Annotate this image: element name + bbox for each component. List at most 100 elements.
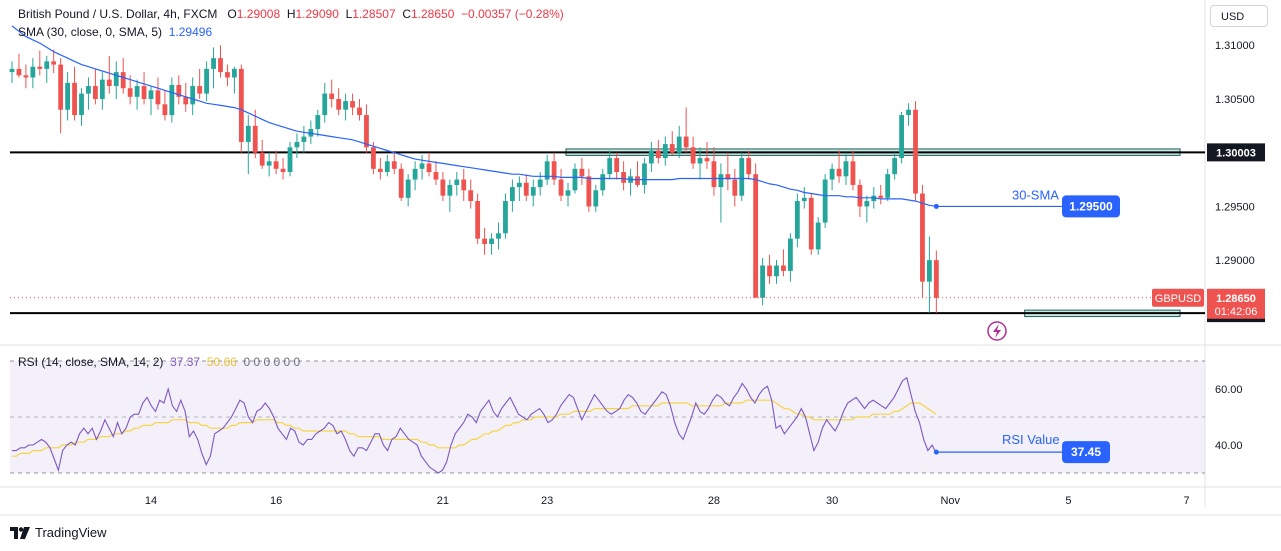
candle-down xyxy=(218,58,223,73)
candle-up xyxy=(503,201,508,234)
candle-down xyxy=(93,86,98,99)
candle-up xyxy=(384,161,390,173)
time-tick-label: 5 xyxy=(1065,495,1071,507)
candle-up xyxy=(79,93,84,116)
last-price-label: 1.28650 xyxy=(1216,293,1256,305)
candle-down xyxy=(273,161,279,169)
brand[interactable]: TradingView xyxy=(10,525,107,540)
candle-down xyxy=(127,88,133,97)
candle-up xyxy=(530,187,536,196)
candle-up xyxy=(697,158,703,164)
candle-down xyxy=(808,197,814,250)
time-tick-label: 16 xyxy=(270,495,282,507)
candle-up xyxy=(148,90,154,99)
candle-down xyxy=(920,193,925,282)
countdown-label: 01:42:06 xyxy=(1215,306,1258,318)
candle-up xyxy=(662,144,668,159)
candle-up xyxy=(232,68,237,78)
candle-down xyxy=(475,201,481,239)
symbol-tag xyxy=(1152,288,1204,307)
sma-legend[interactable]: SMA (30, close, 0, SMA, 5) 1.29496 xyxy=(18,25,212,39)
candle-up xyxy=(718,174,724,188)
candle-down xyxy=(746,158,752,175)
candle-up xyxy=(454,179,460,185)
rsi-tick-label: 40.00 xyxy=(1215,440,1243,452)
tradingview-logo-icon xyxy=(10,526,30,539)
last-price-tag xyxy=(1207,288,1265,319)
time-tick-label: 14 xyxy=(145,495,157,507)
price-tick-label: 1.29000 xyxy=(1215,255,1255,267)
candle-down xyxy=(551,161,557,180)
candle-down xyxy=(913,109,918,194)
rsi-extra-values: 0 0 0 0 0 0 xyxy=(243,355,301,369)
candle-down xyxy=(857,184,863,207)
candle-down xyxy=(197,86,203,94)
candle-up xyxy=(544,161,550,180)
level-price-tag xyxy=(1207,143,1265,162)
candle-down xyxy=(878,195,884,198)
price-tick-label: 1.29500 xyxy=(1215,201,1255,213)
low-value: 1.28507 xyxy=(352,7,396,21)
candle-up xyxy=(642,163,647,185)
candle-down xyxy=(398,168,404,198)
high-value: 1.29090 xyxy=(295,7,339,21)
candle-up xyxy=(496,233,501,239)
candle-down xyxy=(621,172,626,183)
candle-up xyxy=(510,187,515,202)
candle-down xyxy=(280,168,286,173)
candle-down xyxy=(391,161,397,169)
candle-down xyxy=(183,96,189,105)
low-label: L xyxy=(345,7,353,21)
candle-up xyxy=(412,168,418,180)
candle-up xyxy=(899,115,904,159)
currency-selector[interactable]: USD xyxy=(1210,5,1268,27)
candle-up xyxy=(447,184,453,196)
candle-up xyxy=(65,82,70,110)
candle-down xyxy=(106,79,112,87)
candle-down xyxy=(482,238,487,245)
candle-down xyxy=(850,161,856,185)
candle-down xyxy=(371,147,376,169)
candle-up xyxy=(788,238,793,271)
rsi-legend[interactable]: RSI (14, close, SMA, 14, 2) 37.37 50.66 … xyxy=(18,355,300,369)
close-label: C xyxy=(402,7,411,21)
candle-up xyxy=(169,84,175,116)
candle-down xyxy=(155,90,161,105)
candle-down xyxy=(120,72,126,89)
candle-up xyxy=(489,238,494,245)
candle-down xyxy=(614,158,620,173)
candle-down xyxy=(176,84,182,97)
candle-up xyxy=(676,136,682,153)
candle-up xyxy=(906,109,911,116)
candle-up xyxy=(211,58,216,69)
candle-down xyxy=(933,260,939,298)
candle-up xyxy=(113,72,119,87)
sma-value: 1.29496 xyxy=(168,25,213,39)
symbol-title[interactable]: British Pound / U.S. Dollar, 4h, FXCM xyxy=(18,7,218,21)
candle-up xyxy=(245,125,251,142)
rsi-annotation-value: 37.45 xyxy=(1071,445,1101,459)
candle-up xyxy=(9,68,15,73)
candle-down xyxy=(767,265,772,277)
price-tick-label: 1.31000 xyxy=(1215,40,1255,52)
close-value: 1.28650 xyxy=(410,7,455,21)
candle-up xyxy=(322,93,328,116)
lightning-icon xyxy=(993,324,1001,338)
candle-down xyxy=(72,82,77,116)
candle-up xyxy=(537,179,543,188)
time-tick-label: 23 xyxy=(541,495,553,507)
candle-down xyxy=(635,176,640,185)
sma-annotation-text: 30-SMA xyxy=(1012,187,1059,202)
candle-down xyxy=(162,104,168,116)
candle-up xyxy=(739,158,745,196)
candle-down xyxy=(440,179,446,196)
candle-down xyxy=(558,179,564,196)
candle-up xyxy=(801,197,807,202)
candle-up xyxy=(760,265,765,298)
brand-name: TradingView xyxy=(35,525,107,540)
candle-up xyxy=(419,163,425,169)
candle-down xyxy=(586,176,592,207)
candle-down xyxy=(350,101,355,108)
candle-down xyxy=(683,136,689,148)
